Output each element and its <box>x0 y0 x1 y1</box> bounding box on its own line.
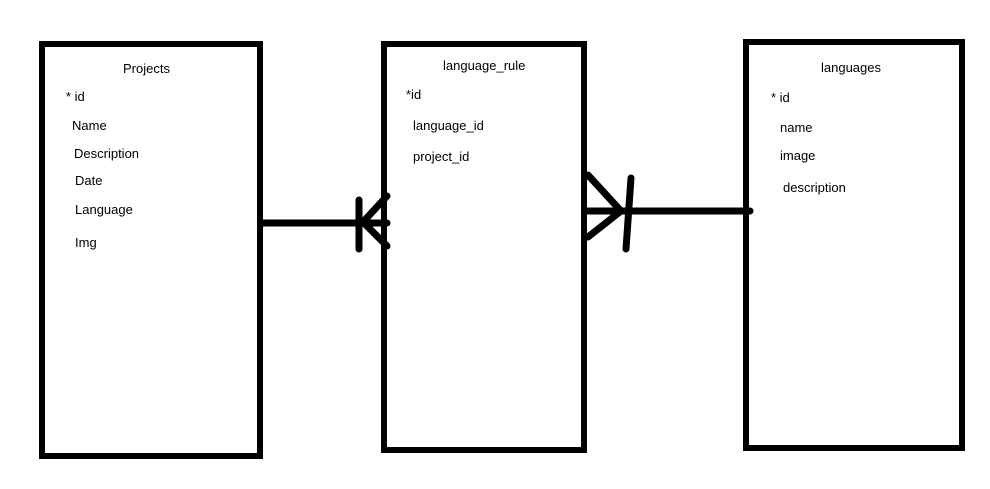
field-id: * id <box>771 90 790 105</box>
field-id: *id <box>406 87 422 102</box>
field-project-id: project_id <box>413 149 470 164</box>
field-image: image <box>780 148 816 163</box>
field-name: name <box>780 120 813 135</box>
crows-foot-marker <box>584 171 627 241</box>
field-language: Language <box>75 202 133 217</box>
field-date: Date <box>75 173 103 188</box>
entity-language-rule: language_rule *id language_id project_id <box>381 41 587 453</box>
field-id: * id <box>66 89 85 104</box>
entity-title: language_rule <box>443 58 526 73</box>
entity-languages: languages * id name image description <box>743 39 965 451</box>
field-name: Name <box>72 118 107 133</box>
entity-title: languages <box>821 60 881 75</box>
entity-title: Projects <box>123 61 170 76</box>
field-language-id: language_id <box>413 118 484 133</box>
entity-projects: Projects * id Name Description Date Lang… <box>39 41 263 459</box>
field-description: description <box>783 180 846 195</box>
one-bar-marker <box>622 174 635 253</box>
field-description: Description <box>74 146 140 161</box>
field-img: Img <box>75 235 97 250</box>
